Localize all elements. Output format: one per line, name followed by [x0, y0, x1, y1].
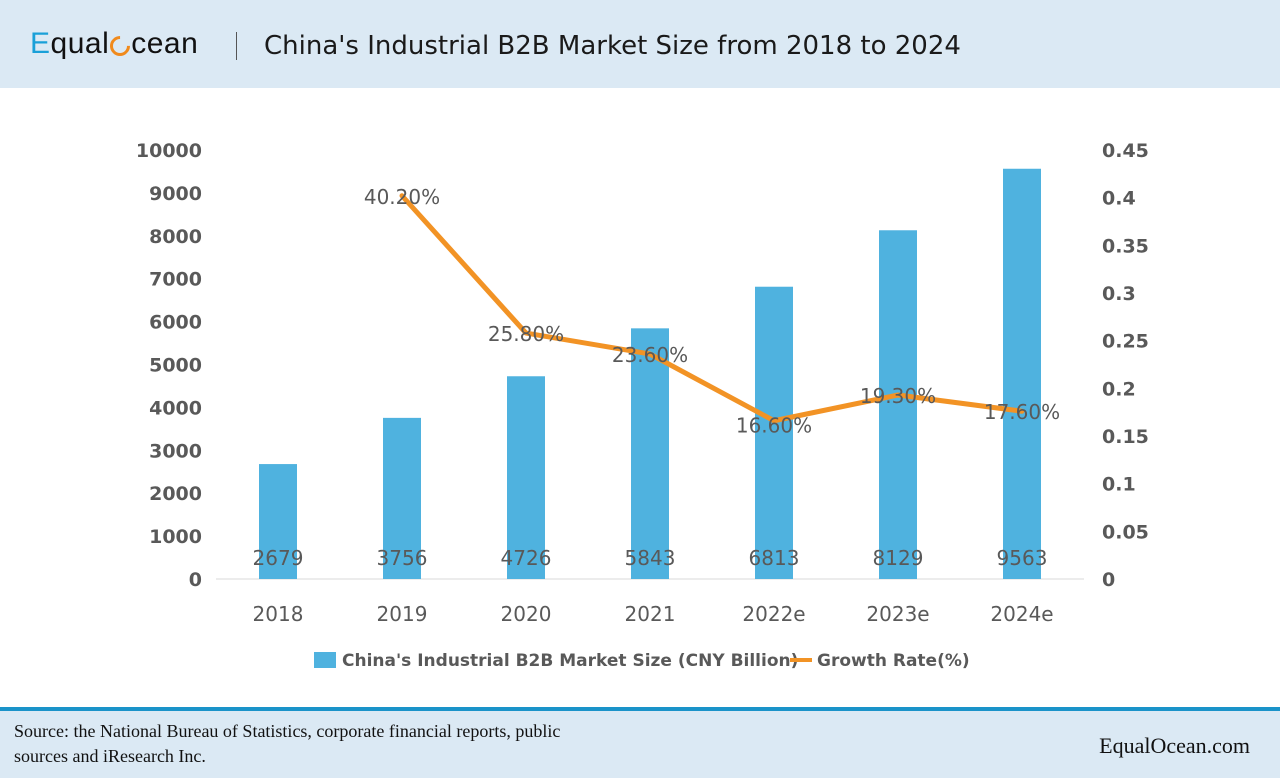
bar — [383, 417, 421, 579]
line-data-label: 23.60% — [612, 343, 688, 367]
x-tick-label: 2020 — [501, 602, 552, 626]
header-bar: Equal cean China's Industrial B2B Market … — [0, 0, 1280, 88]
y-right-tick-label: 0.4 — [1102, 188, 1136, 210]
chart-area: 0 1000 2000 3000 4000 5000 6000 7000 8000 9000 100… — [136, 140, 1149, 671]
line-data-label: 17.60% — [984, 400, 1060, 424]
legend-bar-label: China's Industrial B2B Market Size (CNY … — [342, 651, 798, 671]
equalocean-logo: Equal cean — [30, 24, 198, 64]
line-data-label: 19.30% — [860, 384, 936, 408]
bar — [1003, 168, 1041, 579]
y-right-tick-label: 0.05 — [1102, 521, 1149, 543]
logo-cean: cean — [131, 27, 199, 60]
x-tick-label: 2023e — [866, 602, 929, 626]
header-divider — [236, 32, 237, 60]
x-tick-label: 2018 — [253, 602, 304, 626]
footer-bar: Source: the National Bureau of Statistic… — [0, 711, 1280, 778]
source-note: Source: the National Bureau of Statistic… — [14, 719, 714, 769]
y-right-tick-label: 0.2 — [1102, 378, 1136, 400]
y-right-tick-label: 0.1 — [1102, 474, 1136, 496]
bar-data-label: 4726 — [501, 546, 552, 570]
bar-data-label: 8129 — [873, 546, 924, 570]
y-left-tick-label: 6000 — [149, 312, 202, 334]
y-left-tick-label: 4000 — [149, 397, 202, 419]
logo-qual: qual — [50, 27, 110, 60]
y-left-tick-label: 7000 — [149, 269, 202, 291]
y-right-tick-label: 0.25 — [1102, 331, 1149, 353]
y-right-tick-label: 0.3 — [1102, 283, 1136, 305]
logo-e: E — [30, 27, 51, 60]
page-title: China's Industrial B2B Market Size from … — [264, 31, 961, 61]
bar — [879, 230, 917, 579]
y-left-tick-label: 2000 — [149, 483, 202, 505]
x-tick-label: 2019 — [377, 602, 428, 626]
y-right-tick-label: 0.45 — [1102, 140, 1149, 162]
y-right-tick-label: 0.15 — [1102, 426, 1149, 448]
y-left-tick-label: 1000 — [149, 526, 202, 548]
y-left-tick-label: 3000 — [149, 440, 202, 462]
y-left-tick-label: 0 — [189, 569, 202, 591]
line-data-label: 40.20% — [364, 185, 440, 209]
y-right-tick-label: 0 — [1102, 569, 1115, 591]
bar — [507, 376, 545, 579]
legend-line-label: Growth Rate(%) — [817, 651, 970, 671]
y-right-tick-label: 0.35 — [1102, 235, 1149, 257]
bar — [755, 286, 793, 579]
bar-data-label: 3756 — [377, 546, 428, 570]
bar — [259, 464, 297, 579]
bar-data-label: 6813 — [749, 546, 800, 570]
bar-data-label: 9563 — [997, 546, 1048, 570]
source-line-1: Source: the National Bureau of Statistic… — [14, 721, 561, 741]
footer-divider — [0, 707, 1280, 711]
source-line-2: sources and iResearch Inc. — [14, 746, 206, 766]
y-left-tick-label: 9000 — [149, 183, 202, 205]
bar — [631, 328, 669, 579]
legend-bar-swatch — [314, 652, 336, 668]
x-tick-label: 2022e — [742, 602, 805, 626]
y-left-tick-label: 10000 — [136, 140, 202, 162]
line-data-label: 16.60% — [736, 414, 812, 438]
x-tick-label: 2024e — [990, 602, 1053, 626]
bar-data-label: 2679 — [253, 546, 304, 570]
growth-rate-line — [399, 193, 1025, 424]
line-data-label: 25.80% — [488, 322, 564, 346]
bar-data-label: 5843 — [625, 546, 676, 570]
y-left-tick-label: 5000 — [149, 355, 202, 377]
site-name: EqualOcean.com — [1099, 733, 1250, 758]
y-left-tick-label: 8000 — [149, 226, 202, 248]
x-tick-label: 2021 — [625, 602, 676, 626]
